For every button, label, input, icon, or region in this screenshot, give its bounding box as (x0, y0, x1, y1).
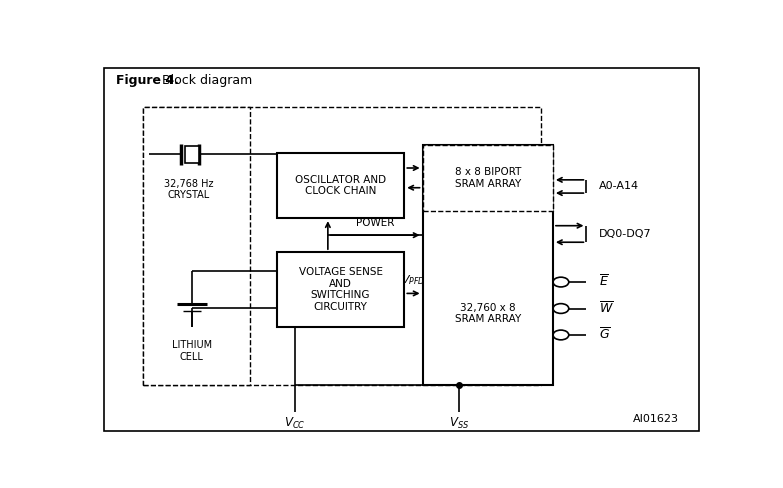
Text: $\overline{E}$: $\overline{E}$ (598, 274, 608, 290)
Text: AI01623: AI01623 (633, 414, 679, 424)
Text: $V_{PFD}$: $V_{PFD}$ (401, 273, 426, 286)
Text: Figure 4.: Figure 4. (116, 74, 179, 87)
Text: 32,768 Hz
CRYSTAL: 32,768 Hz CRYSTAL (164, 179, 214, 201)
Text: VOLTAGE SENSE
AND
SWITCHING
CIRCUITRY: VOLTAGE SENSE AND SWITCHING CIRCUITRY (298, 267, 383, 312)
Text: $\overline{W}$: $\overline{W}$ (598, 301, 613, 316)
Text: POWER: POWER (356, 219, 395, 228)
Bar (423, 145, 553, 211)
Text: 8 x 8 BIPORT
SRAM ARRAY: 8 x 8 BIPORT SRAM ARRAY (455, 167, 521, 189)
Text: DQ0-DQ7: DQ0-DQ7 (598, 229, 651, 239)
Bar (277, 152, 404, 218)
Text: OSCILLATOR AND
CLOCK CHAIN: OSCILLATOR AND CLOCK CHAIN (295, 175, 386, 196)
Text: A0-A14: A0-A14 (598, 182, 639, 191)
Bar (143, 107, 541, 386)
Bar (143, 107, 250, 386)
Text: Block diagram: Block diagram (161, 74, 252, 87)
Text: $V_{SS}$: $V_{SS}$ (449, 416, 469, 430)
Text: $\overline{G}$: $\overline{G}$ (598, 327, 610, 343)
Bar (423, 145, 553, 386)
Text: $V_{CC}$: $V_{CC}$ (284, 416, 306, 430)
Bar (277, 252, 404, 327)
Bar (185, 146, 199, 163)
Text: 32,760 x 8
SRAM ARRAY: 32,760 x 8 SRAM ARRAY (455, 303, 521, 324)
Text: LITHIUM
CELL: LITHIUM CELL (172, 341, 212, 362)
